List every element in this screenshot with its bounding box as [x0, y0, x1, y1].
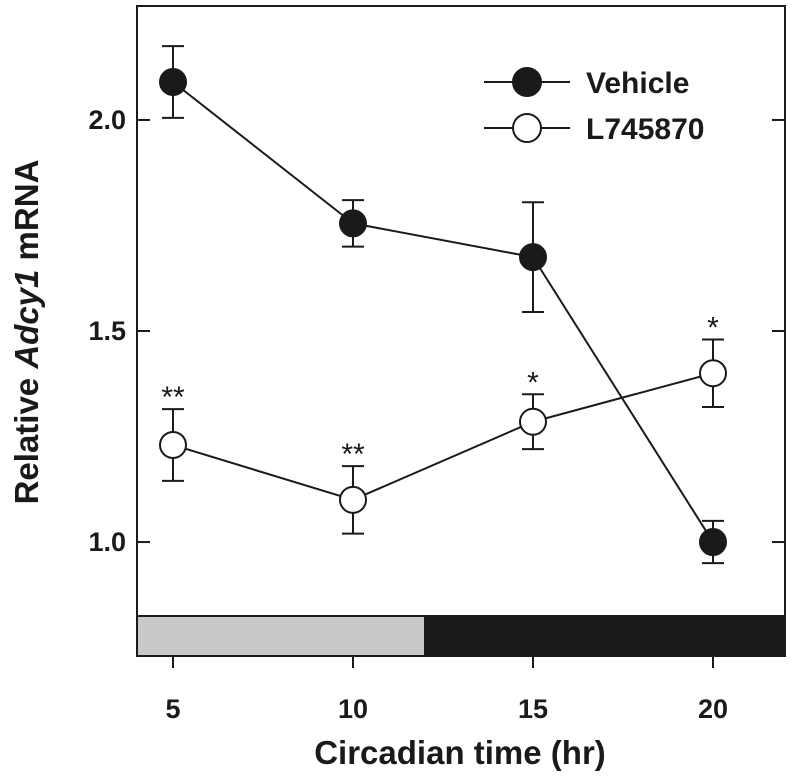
x-tick-label: 10: [338, 694, 368, 724]
x-tick-label: 20: [698, 694, 728, 724]
data-point: [159, 67, 187, 96]
data-point: [699, 359, 727, 388]
significance-annotations: ******: [161, 311, 719, 471]
legend-label: L745870: [586, 113, 704, 146]
plot-frame: [136, 5, 786, 657]
light-phase-bar: [136, 615, 426, 657]
legend-label: Vehicle: [586, 67, 689, 100]
data-point: [519, 407, 547, 436]
y-tick-label: 1.5: [88, 316, 126, 346]
series-line: [172, 81, 714, 543]
dark-phase-bar: [424, 615, 786, 657]
legend-marker: [512, 67, 542, 97]
data-point: [339, 209, 367, 238]
legend: Vehicle L745870: [484, 67, 704, 146]
x-axis-ticks: 5 10 15 20: [165, 656, 728, 724]
significance-marker: *: [527, 366, 539, 399]
y-axis-title-gene: Adcy1: [8, 270, 45, 370]
x-tick-label: 15: [518, 694, 548, 724]
legend-marker: [512, 113, 542, 143]
data-point: [519, 243, 547, 272]
significance-marker: **: [161, 381, 185, 414]
series-line: [172, 372, 714, 501]
y-tick-label: 2.0: [88, 105, 126, 135]
y-axis-title-prefix: Relative: [8, 369, 45, 505]
y-axis-title: Relative Adcy1 mRNA: [8, 160, 45, 505]
significance-marker: **: [341, 438, 365, 471]
series-2: [159, 338, 727, 535]
y-tick-label: 1.0: [88, 527, 126, 557]
x-axis-title: Circadian time (hr): [314, 734, 606, 771]
significance-marker: *: [707, 311, 719, 344]
series-1: [159, 45, 727, 565]
data-point: [339, 485, 367, 514]
data-point: [159, 430, 187, 459]
y-axis-title-suffix: mRNA: [8, 160, 45, 270]
data-point: [699, 528, 727, 557]
y-axis-ticks: 1.0 1.5 2.0: [88, 105, 785, 557]
x-tick-label: 5: [165, 694, 180, 724]
light-dark-bar: [136, 615, 786, 657]
series-layer: [159, 45, 727, 565]
